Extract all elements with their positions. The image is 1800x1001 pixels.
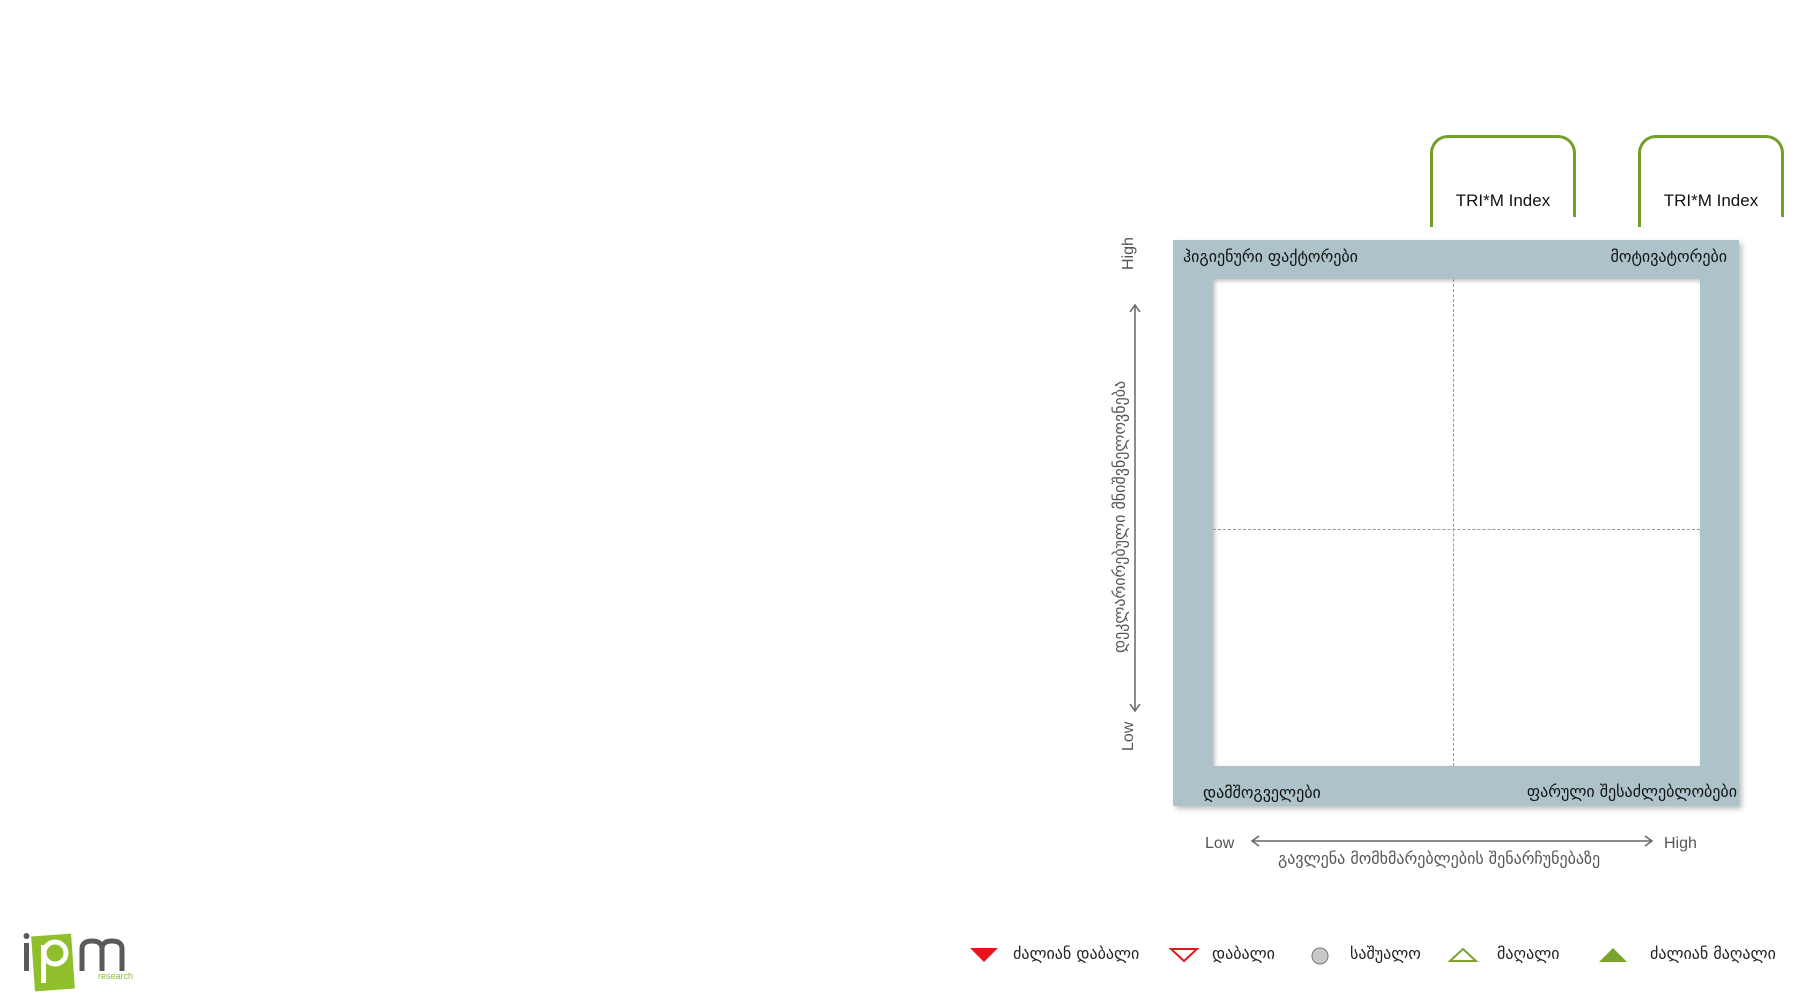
filled-up-triangle-icon: [1599, 948, 1627, 962]
legend-medium-label: საშუალო: [1350, 944, 1421, 963]
outline-down-triangle-icon: [1168, 948, 1200, 963]
quadrant-top-left-label: ჰიგიენური ფაქტორები: [1183, 247, 1358, 266]
y-axis-high-label: High: [1120, 237, 1137, 270]
x-axis-title: გავლენა მომხმარებლების შენარჩუნებაზე: [1278, 849, 1601, 868]
quadrant-bottom-right-label: ფარული შესაძლებლობები: [1526, 782, 1737, 801]
trim-index-label-1: TRI*M Index: [1455, 191, 1551, 210]
trim-index-label-2: TRI*M Index: [1663, 191, 1759, 210]
vertical-divider: [1453, 279, 1454, 766]
trim-index-box-1: TRI*M Index: [1430, 135, 1576, 227]
x-axis-low-label: Low: [1205, 835, 1235, 852]
legend-very-high-label: ძალიან მაღალი: [1650, 944, 1776, 963]
importance-impact-matrix: ჰიგიენური ფაქტორები მოტივატორები დამშოგვ…: [1173, 240, 1739, 806]
legend-high-label: მაღალი: [1497, 944, 1560, 963]
y-axis-low-label: Low: [1120, 721, 1137, 751]
grey-circle-icon: [1311, 947, 1329, 965]
y-axis-title: დეკლარირებული მნიშვნელოვნება: [1110, 380, 1129, 653]
legend-low-label: დაბალი: [1212, 944, 1275, 963]
logo-subtext: research: [98, 971, 133, 981]
legend-very-low-label: ძალიან დაბალი: [1013, 944, 1140, 963]
ipm-research-logo: research: [23, 933, 133, 992]
outline-up-triangle-icon: [1447, 947, 1479, 962]
y-axis-arrow: [1129, 303, 1141, 713]
trim-index-box-2: TRI*M Index: [1638, 135, 1784, 227]
filled-down-triangle-icon: [970, 948, 998, 962]
quadrant-top-right-label: მოტივატორები: [1610, 247, 1727, 266]
matrix-plot-area: [1213, 279, 1700, 766]
x-axis-high-label: High: [1664, 835, 1697, 852]
horizontal-divider: [1213, 529, 1700, 530]
x-axis-arrow: [1250, 835, 1654, 847]
quadrant-bottom-left-label: დამშოგველები: [1203, 783, 1321, 802]
